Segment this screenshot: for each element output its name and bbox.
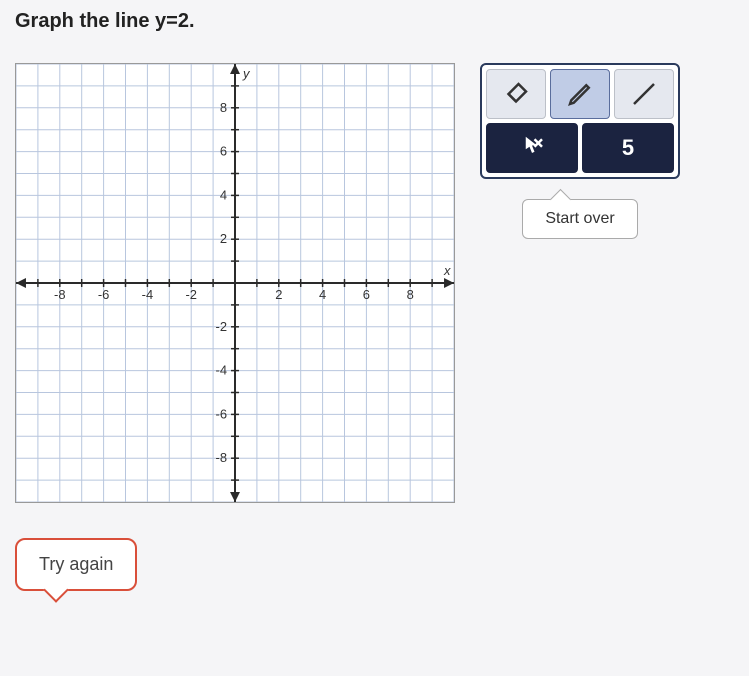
tools-column: 5 Start over (480, 63, 680, 239)
svg-text:-6: -6 (216, 406, 228, 421)
reset-tool-button[interactable]: 5 (582, 123, 674, 173)
move-tool-button[interactable] (486, 123, 578, 173)
reset-icon: 5 (622, 135, 634, 161)
svg-text:-2: -2 (185, 287, 197, 302)
svg-text:6: 6 (363, 287, 370, 302)
svg-text:-8: -8 (54, 287, 66, 302)
svg-text:y: y (242, 66, 251, 81)
try-again-button[interactable]: Try again (15, 538, 137, 591)
question-prompt: Graph the line y=2. (15, 10, 734, 33)
svg-text:2: 2 (275, 287, 282, 302)
svg-text:-6: -6 (98, 287, 110, 302)
graph-canvas[interactable]: -8 -6 -4 -2 2 4 6 8 8 6 4 2 -2 -4 -6 -8 x y (15, 63, 455, 503)
start-over-button[interactable]: Start over (522, 199, 637, 239)
svg-text:-8: -8 (216, 450, 228, 465)
svg-text:8: 8 (407, 287, 414, 302)
tool-row-1 (486, 69, 674, 119)
svg-text:-2: -2 (216, 319, 228, 334)
svg-text:4: 4 (220, 187, 227, 202)
line-icon (629, 79, 659, 109)
svg-text:2: 2 (220, 231, 227, 246)
svg-text:-4: -4 (142, 287, 154, 302)
tool-panel: 5 (480, 63, 680, 179)
content-row: -8 -6 -4 -2 2 4 6 8 8 6 4 2 -2 -4 -6 -8 x y (15, 63, 734, 503)
svg-text:4: 4 (319, 287, 326, 302)
svg-text:x: x (443, 263, 451, 278)
tool-row-2: 5 (486, 123, 674, 173)
line-tool-button[interactable] (614, 69, 674, 119)
eraser-icon (501, 79, 531, 109)
eraser-tool-button[interactable] (486, 69, 546, 119)
svg-text:6: 6 (220, 144, 227, 159)
svg-text:-4: -4 (216, 363, 228, 378)
svg-text:8: 8 (220, 100, 227, 115)
pencil-tool-button[interactable] (550, 69, 610, 119)
move-icon (517, 133, 547, 163)
pencil-icon (565, 79, 595, 109)
